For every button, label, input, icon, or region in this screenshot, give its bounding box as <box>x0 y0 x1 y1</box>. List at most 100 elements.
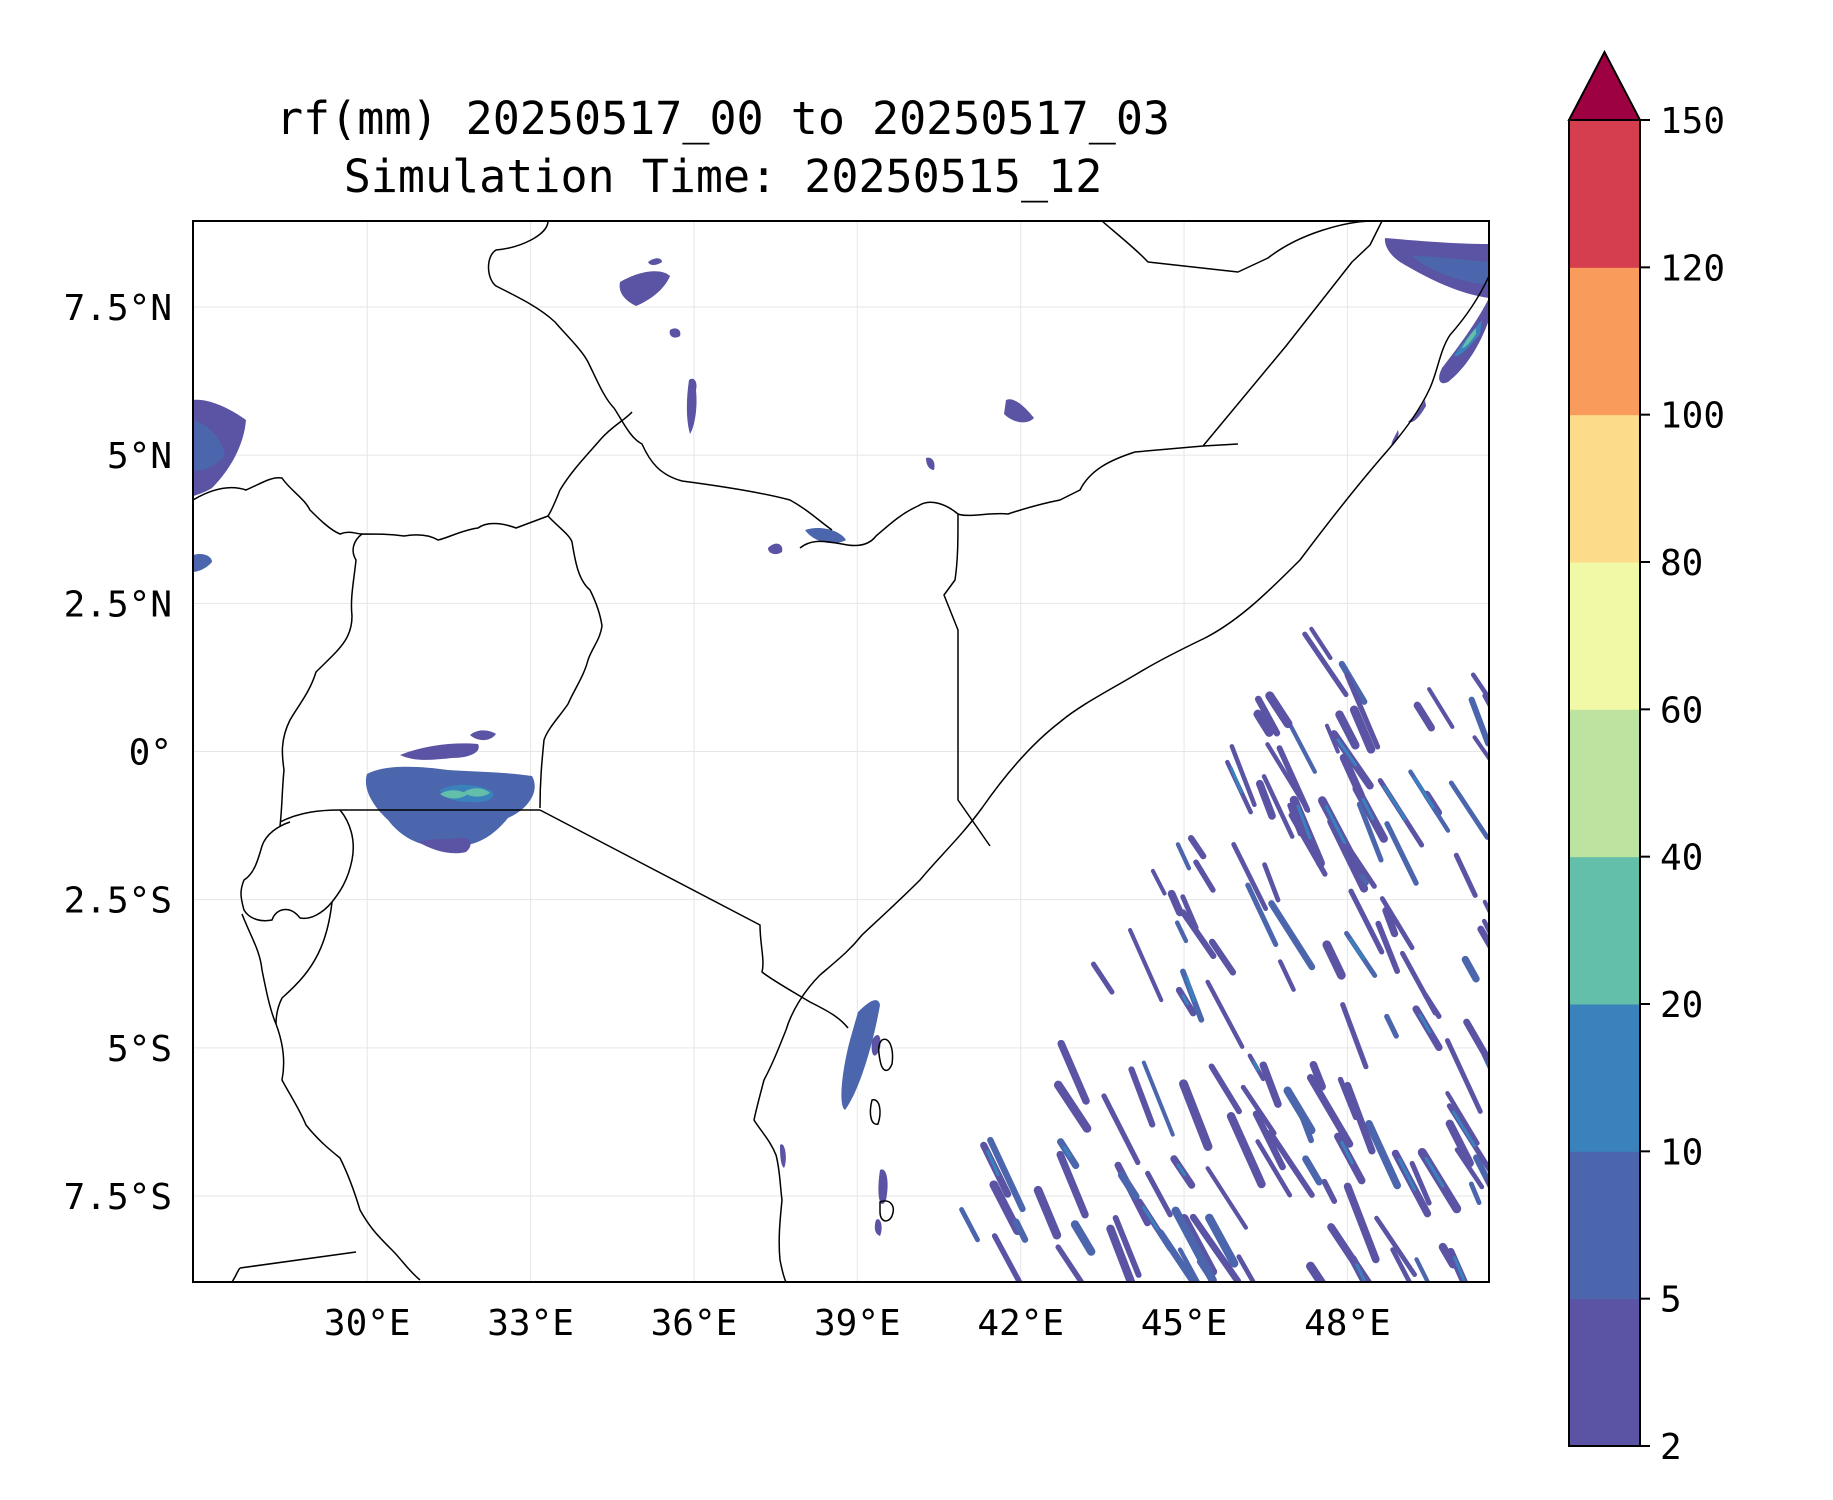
rain-band <box>1283 1086 1316 1135</box>
rain-band <box>1306 1074 1354 1148</box>
rain-band <box>1150 868 1167 896</box>
rain-band <box>1012 1218 1029 1243</box>
rain-band-core <box>1453 1256 1467 1282</box>
rain-band <box>987 1136 1026 1213</box>
rain-band <box>1205 979 1245 1049</box>
rain-band <box>1171 1206 1217 1282</box>
rain-band <box>1454 1147 1485 1190</box>
lat-tick-label: 7.5°S <box>64 1177 172 1218</box>
rain-band <box>1445 1119 1474 1168</box>
lon-tick-label: 36°E <box>651 1303 738 1344</box>
rain-band <box>1090 961 1115 995</box>
colorbar-tick-label: 120 <box>1660 248 1725 289</box>
rain-band <box>1265 742 1311 813</box>
rain-band <box>1179 1079 1213 1151</box>
rain-band <box>1174 920 1189 944</box>
rain-band <box>1175 842 1192 871</box>
rain-band <box>1343 1182 1380 1264</box>
rain-band <box>1374 1215 1417 1277</box>
rain-band <box>1302 1155 1323 1186</box>
rain-band <box>1277 959 1296 992</box>
rain-band <box>1382 906 1399 938</box>
rain-band <box>1339 753 1365 799</box>
rain-band <box>1056 1150 1089 1219</box>
rain-band-core <box>1424 1156 1445 1188</box>
rain-band <box>1112 1214 1142 1278</box>
map-frame <box>192 220 1490 1283</box>
rain-band-core <box>1398 1157 1417 1192</box>
rain-band-core <box>1418 1013 1432 1034</box>
rain-band <box>1205 1166 1249 1230</box>
colorbar-segment <box>1569 267 1640 416</box>
rain-band <box>1325 723 1340 754</box>
rain-band <box>1445 1038 1483 1114</box>
rain-band <box>1255 1139 1293 1198</box>
colorbar-segment <box>1569 856 1640 1005</box>
colorbar-segment <box>1569 709 1640 858</box>
rain-band <box>1208 1063 1242 1115</box>
rain-band-core <box>1324 805 1347 845</box>
rain-cell-lake-victoria <box>365 766 535 847</box>
rain-band <box>1252 1110 1286 1171</box>
colorbar-tick-label: 20 <box>1660 985 1703 1026</box>
rain-band <box>1208 938 1237 976</box>
rain-band-core <box>1355 1263 1367 1282</box>
longitude-tick-labels: 30°E 33°E 36°E 39°E 42°E 45°E 48°E <box>324 1303 1391 1344</box>
rain-band <box>1145 1170 1173 1218</box>
map-title: rf(mm) 20250517_00 to 20250517_03 <box>275 92 1171 145</box>
colorbar: 2 5 10 20 40 60 80 100 120 150 <box>1567 49 1725 1468</box>
rain-band <box>1302 631 1349 698</box>
rain-band <box>1193 859 1216 893</box>
rain-band <box>1229 744 1257 808</box>
rain-band-core <box>1452 1110 1477 1148</box>
country-boundaries <box>193 221 1489 1282</box>
lon-tick-label: 30°E <box>324 1303 411 1344</box>
lon-tick-label: 33°E <box>487 1303 574 1344</box>
rain-band-core <box>1142 1205 1160 1232</box>
rain-band <box>1128 927 1164 1003</box>
rain-band <box>1384 1013 1399 1039</box>
rain-band <box>1141 1060 1175 1137</box>
rain-band <box>1055 1244 1085 1282</box>
rain-band <box>1240 1084 1277 1136</box>
rain-band <box>1468 696 1489 747</box>
rain-band <box>1261 774 1295 839</box>
rain-band-core <box>1296 804 1312 840</box>
rain-band <box>1390 1247 1413 1282</box>
rain-band-core <box>986 1149 1000 1177</box>
lat-tick-label: 2.5°S <box>64 881 172 922</box>
rain-band <box>1287 722 1317 774</box>
rain-band <box>1348 888 1385 955</box>
rain-band <box>1070 1220 1096 1256</box>
rain-band <box>1128 1066 1156 1128</box>
colorbar-segment <box>1569 1151 1640 1300</box>
rain-band-core <box>1185 975 1196 1002</box>
colorbar-tick-label: 150 <box>1660 101 1725 142</box>
rain-band <box>1033 1185 1062 1240</box>
colorbar-frame <box>1568 119 1641 1447</box>
rain-band <box>1463 1018 1489 1061</box>
colorbar-tick-label: 60 <box>1660 690 1703 731</box>
rain-band <box>959 1207 980 1243</box>
rain-band <box>1344 672 1381 750</box>
rain-band <box>1337 1076 1359 1121</box>
colorbar-segment <box>1569 562 1640 710</box>
rain-band-core <box>1340 1140 1354 1165</box>
rain-band <box>1309 1060 1326 1091</box>
rain-band <box>1254 695 1281 737</box>
rain-band <box>1267 1129 1315 1198</box>
rain-band-core <box>1176 1163 1187 1177</box>
lon-tick-label: 39°E <box>814 1303 901 1344</box>
rain-band-core <box>1382 785 1407 821</box>
rain-band <box>1187 835 1207 860</box>
lat-tick-label: 2.5°N <box>64 584 172 625</box>
colorbar-segment <box>1569 1298 1640 1447</box>
rain-band <box>1400 950 1438 1016</box>
rain-band <box>1343 1081 1376 1155</box>
colorbar-tick-label: 40 <box>1660 838 1703 879</box>
rain-band <box>1253 709 1274 737</box>
colorbar-tick-label: 100 <box>1660 396 1725 437</box>
lat-tick-label: 5°S <box>107 1029 172 1070</box>
indian-ocean-rain-bands <box>959 626 1489 1282</box>
